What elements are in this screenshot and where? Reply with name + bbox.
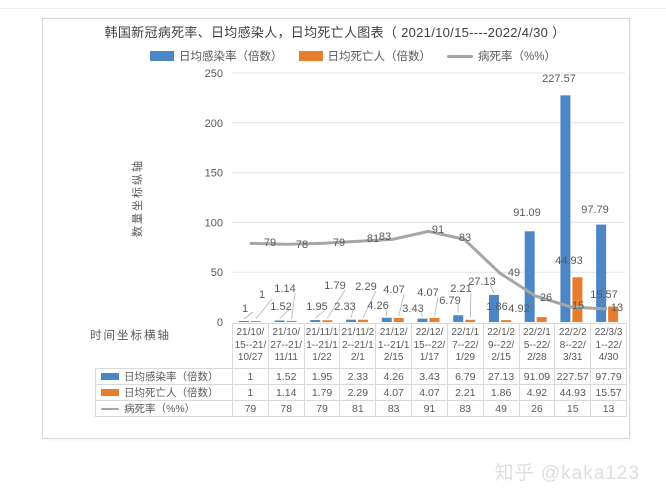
series-name: 病死率（%%） — [124, 403, 196, 415]
table-value-cell: 1.14 — [267, 384, 305, 401]
series-label-cell: 日均死亡人（倍数） — [95, 384, 233, 401]
table-value-cell: 1 — [232, 384, 269, 401]
table-value-cell: 1 — [232, 368, 269, 385]
table-row: 日均感染率（倍数） 1 1.52 1.95 2.33 4.26 3.43 6.79 27.13 9… — [95, 368, 627, 385]
series-bar-swatch-icon — [101, 389, 119, 396]
category-header: 22/2/28--22/3/31 — [554, 323, 592, 369]
table-value-cell: 1.52 — [267, 368, 305, 385]
category-header: 21/11/11--21/11/22 — [303, 323, 341, 369]
table-value-cell: 78 — [267, 400, 305, 417]
chart-legend: 日均感染率（倍数） 日均死亡人（倍数） 病死率（%%） — [60, 48, 646, 64]
legend-label-fatality: 病死率（%%） — [478, 51, 556, 63]
watermark: 知乎 @kaka123 — [494, 463, 640, 484]
legend-swatch-infection-icon — [150, 51, 175, 61]
legend-label-death: 日均死亡人（倍数） — [327, 51, 432, 63]
category-header: 22/2/15--22/2/28 — [518, 323, 556, 369]
table-value-cell: 13 — [590, 400, 627, 417]
table-value-cell: 83 — [375, 400, 413, 417]
table-value-cell: 3.43 — [411, 368, 448, 385]
table-value-cell: 1.86 — [482, 384, 520, 401]
series-name: 日均感染率（倍数） — [124, 371, 219, 383]
table-value-cell: 1.95 — [303, 368, 341, 385]
category-header: 22/12/15--22/1/17 — [411, 323, 448, 369]
series-line-swatch-icon — [101, 407, 119, 410]
data-table: 21/10/15--21/10/27 21/10/27--21/11/11 21/1… — [95, 323, 627, 417]
table-value-cell: 15 — [554, 400, 592, 417]
series-bar-swatch-icon — [101, 373, 119, 380]
table-row: 日均死亡人（倍数） 1 1.14 1.79 2.29 4.07 4.07 2.21 1.86 4.… — [95, 384, 627, 401]
table-value-cell: 227.57 — [554, 368, 592, 385]
top-divider — [0, 8, 666, 9]
table-value-cell: 83 — [446, 400, 484, 417]
table-value-cell: 91 — [411, 400, 448, 417]
legend-swatch-fatality-icon — [447, 54, 474, 58]
category-header: 21/10/15--21/10/27 — [232, 323, 269, 369]
table-value-cell: 6.79 — [446, 368, 484, 385]
series-label-cell: 日均感染率（倍数） — [95, 368, 233, 385]
table-row: 病死率（%%） 79 78 79 81 83 91 83 49 26 15 13 — [95, 400, 627, 417]
table-value-cell: 2.29 — [339, 384, 377, 401]
table-value-cell: 2.33 — [339, 368, 377, 385]
series-label-cell: 病死率（%%） — [95, 400, 233, 417]
category-header: 22/1/29--22/2/15 — [482, 323, 520, 369]
series-name: 日均死亡人（倍数） — [124, 387, 219, 399]
table-value-cell: 44.93 — [554, 384, 592, 401]
legend-item-fatality-rate: 病死率（%%） — [447, 48, 556, 64]
table-header-row: 21/10/15--21/10/27 21/10/27--21/11/11 21/1… — [96, 323, 627, 369]
table-value-cell: 81 — [339, 400, 377, 417]
table-value-cell: 4.26 — [375, 368, 413, 385]
table-value-cell: 79 — [303, 400, 341, 417]
table-value-cell: 79 — [232, 400, 269, 417]
table-value-cell: 97.79 — [590, 368, 627, 385]
category-header: 21/10/27--21/11/11 — [267, 323, 305, 369]
table-value-cell: 26 — [518, 400, 556, 417]
table-value-cell: 4.92 — [518, 384, 556, 401]
x-axis-title: 时间坐标横轴 — [90, 330, 171, 342]
table-corner-cell — [96, 324, 233, 369]
legend-item-infection-rate: 日均感染率（倍数） — [150, 48, 283, 64]
category-header: 22/3/31--22/4/30 — [590, 323, 627, 369]
table-value-cell: 15.57 — [590, 384, 627, 401]
table-value-cell: 27.13 — [482, 368, 520, 385]
legend-item-death-count: 日均死亡人（倍数） — [298, 48, 432, 64]
table-value-cell: 1.79 — [303, 384, 341, 401]
category-header: 22/1/17--22/1/29 — [446, 323, 484, 369]
category-header: 21/12/1--21/12/15 — [375, 323, 413, 369]
category-header: 21/11/22--21/12/1 — [339, 323, 377, 369]
chart-title: 韩国新冠病死率、日均感染人，日均死亡人图表（ 2021/10/15----202… — [104, 25, 566, 40]
y-axis-title: 数量坐标纵轴 — [132, 159, 144, 237]
legend-label-infection: 日均感染率（倍数） — [179, 51, 283, 63]
table-value-cell: 2.21 — [446, 384, 484, 401]
table-value-cell: 4.07 — [411, 384, 448, 401]
legend-swatch-death-icon — [298, 51, 323, 61]
table-value-cell: 91.09 — [518, 368, 556, 385]
table-value-cell: 4.07 — [375, 384, 413, 401]
table-value-cell: 49 — [482, 400, 520, 417]
